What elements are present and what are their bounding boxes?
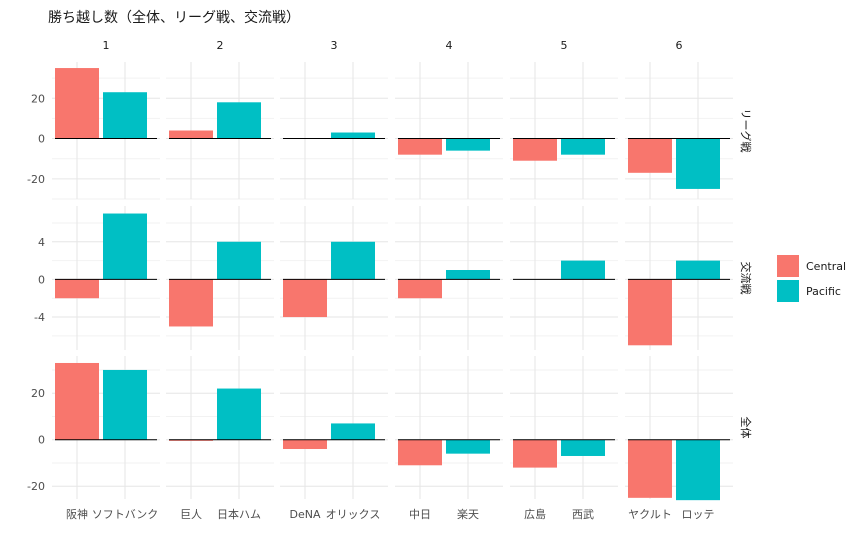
bar bbox=[628, 138, 672, 173]
row-strip-label: 交流戦 bbox=[739, 262, 753, 295]
bar bbox=[513, 138, 557, 161]
legend-label: Pacific bbox=[806, 285, 841, 298]
y-tick-label: 0 bbox=[38, 434, 45, 447]
bar bbox=[561, 138, 605, 155]
bar bbox=[169, 439, 213, 441]
row-strip-label: 全体 bbox=[739, 417, 753, 439]
bar bbox=[561, 260, 605, 280]
bar bbox=[103, 369, 147, 440]
bar bbox=[398, 439, 442, 466]
legend-swatch bbox=[777, 280, 799, 302]
x-tick-label: 巨人 bbox=[180, 508, 202, 521]
x-tick-label: ヤクルト bbox=[628, 508, 672, 521]
bar bbox=[446, 138, 490, 151]
bars bbox=[55, 68, 720, 501]
x-tick-label: 中日 bbox=[409, 508, 431, 521]
y-tick-label: -20 bbox=[27, 480, 45, 493]
bar bbox=[398, 279, 442, 299]
column-strip-label: 2 bbox=[217, 39, 224, 52]
bar bbox=[513, 439, 557, 468]
bar bbox=[55, 362, 99, 440]
bar bbox=[331, 241, 375, 280]
y-tick-label: 20 bbox=[31, 92, 45, 105]
x-tick-label: 広島 bbox=[524, 507, 546, 521]
x-tick-label: ソフトバンク bbox=[92, 508, 159, 521]
y-tick-label: 4 bbox=[38, 236, 45, 249]
zero-lines bbox=[55, 138, 730, 441]
bar bbox=[628, 279, 672, 346]
x-tick-label: 日本ハム bbox=[217, 507, 261, 521]
bar bbox=[103, 213, 147, 280]
bar bbox=[561, 439, 605, 456]
bar bbox=[217, 241, 261, 280]
bar bbox=[676, 439, 720, 501]
bar bbox=[676, 138, 720, 189]
bar bbox=[283, 279, 327, 318]
y-tick-label: -4 bbox=[34, 311, 45, 324]
legend-swatch bbox=[777, 255, 799, 277]
bar bbox=[446, 270, 490, 280]
column-strip-label: 5 bbox=[561, 39, 568, 52]
x-tick-label: 阪神 bbox=[66, 507, 88, 521]
bar bbox=[283, 439, 327, 450]
row-strip-label: リーグ戦 bbox=[739, 109, 753, 153]
bar bbox=[331, 423, 375, 440]
x-axis-ticks: 阪神 ソフトバンク 巨人 日本ハム DeNA オリックス 中日 楽天 広島 西武 ヤクルト ロッテ bbox=[66, 507, 715, 521]
bar bbox=[55, 68, 99, 139]
column-strip-label: 6 bbox=[676, 39, 683, 52]
chart-title: 勝ち越し数（全体、リーグ戦、交流戦） bbox=[48, 9, 300, 26]
bar bbox=[169, 130, 213, 139]
bar bbox=[55, 279, 99, 299]
column-strip-label: 4 bbox=[446, 39, 453, 52]
bar bbox=[398, 138, 442, 155]
y-tick-label: 0 bbox=[38, 273, 45, 286]
bar bbox=[169, 279, 213, 327]
column-strip-label: 1 bbox=[103, 39, 110, 52]
y-tick-label: -20 bbox=[27, 173, 45, 186]
y-tick-label: 0 bbox=[38, 133, 45, 146]
bar bbox=[628, 439, 672, 498]
x-tick-label: ロッテ bbox=[682, 508, 715, 521]
column-strip-label: 3 bbox=[331, 39, 338, 52]
bar bbox=[676, 260, 720, 280]
legend: Central Pacific bbox=[777, 255, 846, 302]
bar bbox=[103, 92, 147, 139]
bar bbox=[217, 102, 261, 139]
legend-label: Central bbox=[806, 260, 846, 273]
x-tick-label: オリックス bbox=[326, 508, 381, 521]
x-tick-label: 西武 bbox=[572, 508, 594, 521]
x-tick-label: 楽天 bbox=[457, 508, 479, 521]
y-axis-ticks: -20 0 20 -4 0 4 -20 0 20 bbox=[27, 92, 45, 493]
bar bbox=[446, 439, 490, 454]
bar bbox=[331, 132, 375, 139]
x-tick-label: DeNA bbox=[290, 508, 321, 521]
y-tick-label: 20 bbox=[31, 387, 45, 400]
bar bbox=[217, 388, 261, 440]
